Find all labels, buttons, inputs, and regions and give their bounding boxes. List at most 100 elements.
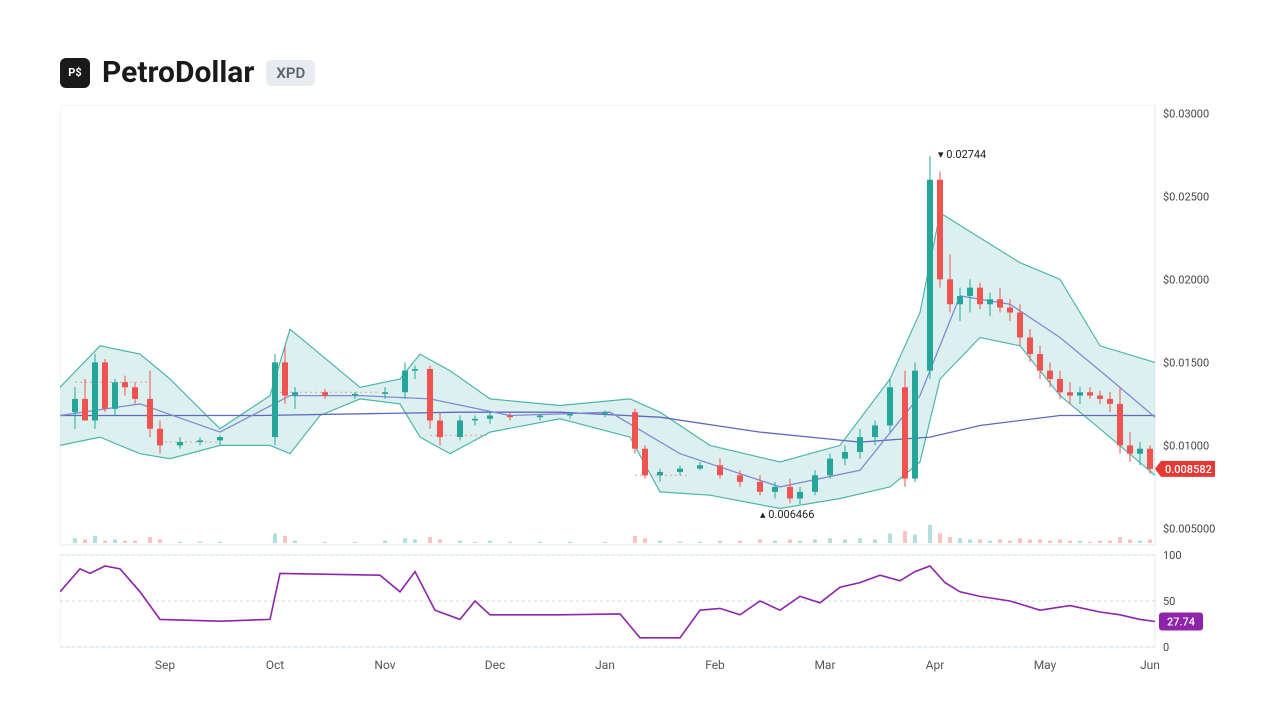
candle-body xyxy=(472,419,478,421)
volume-bar xyxy=(473,542,477,543)
price-chart[interactable]: $0.005000 $0.01000 $0.01500 $0.02000 $0.0250… xyxy=(60,105,1220,685)
candle-body xyxy=(282,362,288,395)
candle-body xyxy=(737,475,743,482)
volume-bar xyxy=(1058,539,1062,543)
volume-bar xyxy=(643,538,647,543)
candle-body xyxy=(927,180,933,371)
volume-bar xyxy=(658,541,662,543)
candle-body xyxy=(112,382,118,409)
candle-body xyxy=(957,296,963,304)
candle-body xyxy=(437,420,443,437)
volume-bar xyxy=(218,542,222,543)
x-axis-month: Oct xyxy=(266,658,285,672)
candle-body xyxy=(1027,337,1033,354)
candle-body xyxy=(507,415,513,417)
volume-bar xyxy=(123,541,127,543)
candle-body xyxy=(997,299,1003,307)
volume-bar xyxy=(773,541,777,543)
y-axis-label: $0.02000 xyxy=(1163,273,1209,286)
candle-body xyxy=(967,288,973,296)
candle-body xyxy=(82,399,88,421)
volume-bar xyxy=(843,539,847,543)
candle-body xyxy=(402,371,408,393)
candle-body xyxy=(292,392,298,395)
volume-bar xyxy=(133,541,137,543)
candle-body xyxy=(902,387,908,478)
x-axis-month: May xyxy=(1034,658,1057,672)
candle-body xyxy=(1117,404,1123,446)
volume-bar xyxy=(83,539,87,543)
x-axis-month: Nov xyxy=(374,658,395,672)
x-axis-month: Jun xyxy=(1140,658,1160,672)
candle-body xyxy=(677,469,683,472)
volume-bar xyxy=(438,539,442,543)
candle-body xyxy=(657,472,663,475)
volume-bar xyxy=(413,539,417,543)
volume-bar xyxy=(323,542,327,543)
x-axis-month: Dec xyxy=(485,658,506,672)
y-axis-label: $0.02500 xyxy=(1163,190,1209,203)
volume-bar xyxy=(458,541,462,543)
candle-body xyxy=(1017,313,1023,338)
volume-bar xyxy=(718,541,722,543)
candle-body xyxy=(1127,445,1133,453)
rsi-axis-label: 50 xyxy=(1163,595,1175,608)
candle-body xyxy=(1087,392,1093,395)
volume-bar xyxy=(1108,541,1112,543)
volume-bar xyxy=(1148,539,1152,543)
volume-bar xyxy=(873,539,877,543)
candle-body xyxy=(602,412,608,414)
y-axis-label: $0.01500 xyxy=(1163,356,1209,369)
volume-bar xyxy=(273,533,277,543)
volume-bar xyxy=(968,539,972,543)
rsi-axis-label: 100 xyxy=(1163,549,1182,562)
candle-body xyxy=(717,465,723,475)
candle-body xyxy=(122,382,128,387)
candle-body xyxy=(537,415,543,417)
candle-body xyxy=(92,362,98,420)
candle-body xyxy=(1037,354,1043,371)
candle-body xyxy=(887,387,893,425)
volume-bar xyxy=(1068,541,1072,543)
volume-bar xyxy=(1008,541,1012,543)
volume-bar xyxy=(488,541,492,543)
x-axis-month: Mar xyxy=(814,658,835,672)
x-axis-month: Apr xyxy=(926,658,945,672)
volume-bar xyxy=(403,538,407,543)
candle-body xyxy=(1067,392,1073,395)
y-axis-label: $0.005000 xyxy=(1163,522,1215,535)
candle-body xyxy=(1137,449,1143,454)
candle-body xyxy=(987,299,993,304)
volume-bar xyxy=(1128,539,1132,543)
volume-bar xyxy=(1138,541,1142,543)
candle-body xyxy=(567,414,573,416)
volume-bar xyxy=(73,538,77,543)
candle-body xyxy=(457,420,463,437)
volume-bar xyxy=(353,542,357,543)
volume-bar xyxy=(148,537,152,543)
y-axis-label: $0.01000 xyxy=(1163,439,1209,452)
high-marker-label: ▾ 0.02744 xyxy=(938,148,986,161)
volume-bar xyxy=(93,536,97,543)
volume-bar xyxy=(998,539,1002,543)
volume-bar xyxy=(293,541,297,543)
volume-bar xyxy=(813,539,817,543)
volume-bar xyxy=(178,542,182,543)
candle-body xyxy=(352,394,358,396)
candle-body xyxy=(872,425,878,437)
volume-bar xyxy=(1048,541,1052,543)
candle-body xyxy=(272,362,278,437)
low-marker-label: ▴ 0.006466 xyxy=(760,508,814,521)
volume-bar xyxy=(633,536,637,543)
candle-body xyxy=(322,392,328,395)
volume-bar xyxy=(1038,539,1042,543)
volume-bar xyxy=(698,542,702,543)
y-axis-label: $0.03000 xyxy=(1163,107,1209,120)
candle-body xyxy=(827,459,833,476)
candle-body xyxy=(812,475,818,492)
candle-body xyxy=(147,399,153,429)
candle-body xyxy=(157,429,163,446)
asset-title: PetroDollar xyxy=(102,55,254,90)
candle-body xyxy=(382,392,388,394)
candle-body xyxy=(197,440,203,442)
